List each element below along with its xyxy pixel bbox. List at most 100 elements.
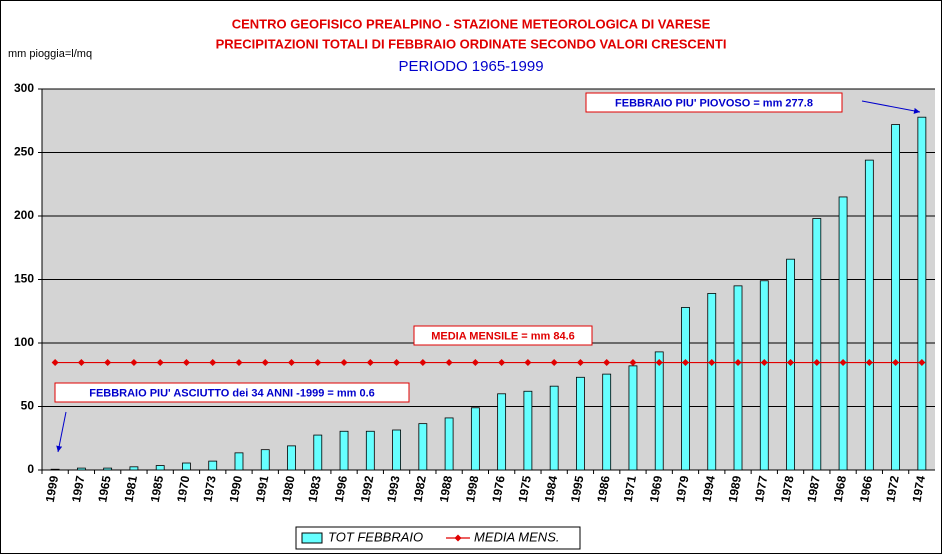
y-tick-label: 300 — [14, 81, 34, 95]
line-marker — [393, 359, 401, 367]
x-tick-label: 1984 — [542, 474, 560, 503]
line-marker — [918, 359, 926, 367]
bar — [549, 385, 559, 471]
annotation-box — [54, 382, 410, 403]
bar — [339, 430, 349, 471]
bar — [234, 452, 244, 471]
line-marker — [734, 359, 742, 367]
x-tick-label: 1998 — [463, 474, 481, 503]
bar — [155, 465, 165, 471]
bar — [444, 417, 454, 471]
x-tick-label: 1977 — [752, 474, 770, 503]
line-marker — [524, 359, 532, 367]
annotation-arrow — [56, 411, 67, 453]
line-marker — [629, 359, 637, 367]
bar — [523, 390, 533, 471]
y-tick-label: 0 — [27, 462, 34, 476]
x-tick-label: 1986 — [594, 474, 612, 503]
x-tick-label: 1991 — [253, 474, 271, 503]
legend-marker — [454, 534, 462, 542]
x-tick-label: 1988 — [437, 474, 455, 503]
annotation-text: FEBBRAIO PIU' PIOVOSO = mm 277.8 — [615, 97, 813, 109]
line-marker — [340, 359, 348, 367]
line-marker — [681, 359, 689, 367]
line-marker — [209, 359, 217, 367]
x-tick-label: 1982 — [410, 474, 428, 503]
x-tick-label: 1992 — [358, 474, 376, 503]
bar — [470, 407, 480, 471]
bar — [418, 423, 428, 471]
x-tick-label: 1973 — [200, 474, 218, 503]
legend-label: MEDIA MENS. — [474, 529, 559, 544]
annotation-text: FEBBRAIO PIU' ASCIUTTO dei 34 ANNI -1999… — [89, 387, 375, 399]
bar — [733, 285, 743, 471]
x-tick-label: 1990 — [227, 474, 245, 503]
line-marker — [156, 359, 164, 367]
x-tick-label: 1981 — [122, 474, 140, 503]
x-tick-label: 1974 — [910, 474, 928, 503]
x-tick-label: 1968 — [831, 474, 849, 503]
x-tick-label: 1976 — [489, 474, 507, 503]
line-marker — [261, 359, 269, 367]
line-marker — [576, 359, 584, 367]
chart-title: CENTRO GEOFISICO PREALPINO - STAZIONE ME… — [232, 16, 711, 31]
bar — [392, 429, 401, 471]
x-tick-label: 1993 — [384, 474, 402, 503]
x-tick-label: 1995 — [568, 474, 586, 503]
x-tick-label: 1979 — [673, 474, 691, 503]
bar — [654, 351, 664, 471]
annotation-box — [413, 325, 593, 346]
bar — [103, 467, 113, 471]
line-marker — [182, 359, 190, 367]
bar — [838, 196, 848, 471]
legend-box — [295, 526, 581, 550]
bar — [864, 159, 874, 471]
bar — [287, 445, 296, 471]
legend-swatch — [301, 532, 323, 544]
y-tick-label: 200 — [14, 208, 34, 222]
bar — [917, 116, 927, 471]
line-marker — [445, 359, 453, 367]
bar — [576, 376, 585, 471]
y-axis-label: mm pioggia=l/mq — [8, 48, 92, 60]
x-tick-label: 1972 — [883, 474, 901, 503]
annotation-arrow — [861, 100, 921, 114]
x-tick-label: 1978 — [778, 474, 796, 503]
line-marker — [550, 359, 558, 367]
bar — [50, 468, 60, 471]
x-tick-label: 1997 — [69, 474, 87, 503]
bar — [129, 466, 139, 471]
line-marker — [51, 359, 59, 367]
x-tick-label: 1985 — [148, 474, 166, 503]
legend-label: TOT FEBBRAIO — [328, 529, 423, 544]
line-marker — [288, 359, 296, 367]
line-marker — [498, 359, 506, 367]
x-tick-label: 1965 — [95, 474, 113, 503]
bar — [497, 393, 507, 471]
line-marker — [419, 359, 427, 367]
line-marker — [77, 359, 85, 367]
x-tick-label: 1969 — [647, 474, 665, 503]
bar — [208, 460, 218, 471]
line-marker — [603, 359, 611, 367]
bar — [891, 124, 901, 471]
annotation-box — [585, 92, 843, 113]
x-tick-label: 1971 — [621, 474, 639, 503]
line-marker — [366, 359, 374, 367]
bar — [602, 373, 612, 471]
x-tick-label: 1970 — [174, 474, 192, 503]
y-tick-label: 50 — [21, 399, 35, 413]
y-tick-label: 150 — [14, 272, 34, 286]
x-tick-label: 1987 — [804, 474, 822, 503]
line-marker — [839, 359, 847, 367]
x-tick-label: 1996 — [332, 474, 350, 503]
line-marker — [760, 359, 768, 367]
x-tick-label: 1975 — [516, 474, 534, 503]
bar — [707, 293, 717, 471]
bar — [76, 467, 86, 471]
y-tick-label: 250 — [14, 145, 34, 159]
line-marker — [708, 359, 716, 367]
x-tick-label: 1999 — [43, 474, 61, 503]
bar — [812, 218, 822, 471]
